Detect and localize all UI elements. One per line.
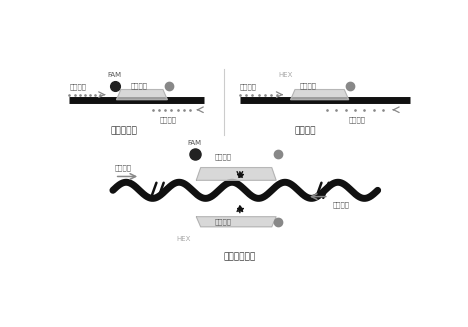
- Text: 上游引物: 上游引物: [240, 83, 257, 90]
- Text: FAM: FAM: [108, 72, 122, 78]
- Text: HEX: HEX: [176, 236, 191, 242]
- Text: HEX: HEX: [278, 72, 292, 78]
- Text: 上游引物: 上游引物: [69, 83, 87, 90]
- Text: 上游引物: 上游引物: [115, 165, 132, 171]
- Text: 内参探针: 内参探针: [300, 82, 317, 89]
- Polygon shape: [197, 217, 276, 227]
- Text: 下游引物: 下游引物: [349, 116, 366, 123]
- Text: 人工内参: 人工内参: [294, 126, 316, 135]
- Text: 检测探针: 检测探针: [214, 153, 232, 160]
- Polygon shape: [291, 90, 349, 100]
- Text: 血小板基因组: 血小板基因组: [224, 252, 256, 261]
- Text: 细菌基因组: 细菌基因组: [110, 126, 137, 135]
- Polygon shape: [117, 90, 168, 100]
- Text: 下游引物: 下游引物: [160, 116, 177, 123]
- Text: 检测探针: 检测探针: [131, 82, 148, 89]
- Polygon shape: [197, 168, 276, 180]
- Text: 下游引物: 下游引物: [332, 202, 349, 208]
- Text: FAM: FAM: [188, 140, 202, 146]
- Text: 内参探针: 内参探针: [214, 218, 232, 225]
